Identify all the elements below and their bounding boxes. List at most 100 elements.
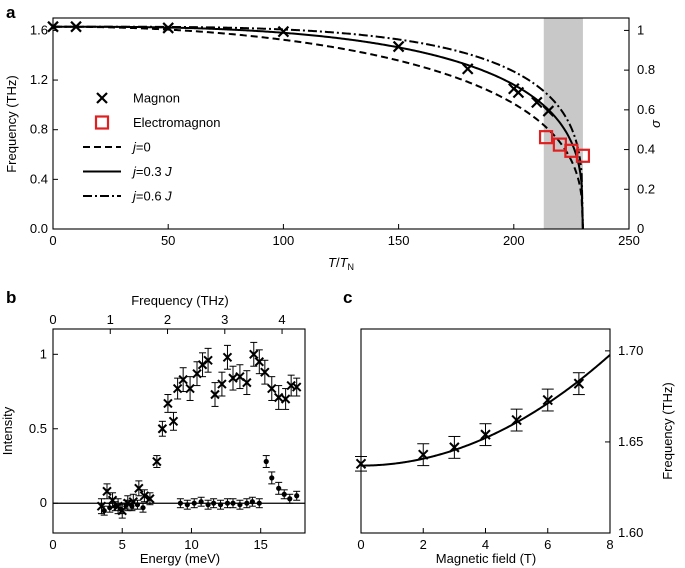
electromagnon-point	[575, 148, 591, 163]
data-points	[96, 341, 302, 519]
x-label-T: T	[328, 255, 337, 270]
magnon-point	[531, 96, 543, 109]
intensity-point-x	[242, 377, 252, 388]
panel-a: 0 50 100 150 200 250 0.0 0.4 0.8 1.2 1.6 0 0.2 0.4 0.6…	[4, 3, 663, 272]
y-axis-label: Frequency (THz)	[4, 75, 19, 173]
intensity-point-x-stroke	[235, 371, 245, 382]
x-label-slash: /	[336, 255, 340, 270]
legend-marker-magnon	[96, 92, 108, 104]
y2-tick-label: 0.2	[637, 181, 655, 196]
legend-italic: j	[131, 164, 137, 179]
x-axis-label: T/TN	[328, 255, 354, 272]
intensity-point-x-stroke	[260, 367, 270, 377]
intensity-point-dot	[294, 493, 300, 499]
y-tick-label: 0.5	[29, 421, 47, 436]
axis-ticks: 0 5 10 15 0 1 2 3 4 0 0.5 1	[29, 312, 286, 552]
intensity-point-x	[273, 392, 284, 403]
field-point-stroke	[480, 429, 491, 440]
intensity-point-dot	[129, 503, 135, 509]
field-point-stroke	[542, 394, 553, 406]
magnon-point	[461, 63, 474, 75]
x-tick-label: 2	[420, 537, 427, 552]
magnon-point	[512, 86, 525, 99]
legend-label: Electromagnon	[133, 115, 220, 130]
legend-label: j=0.6 J	[131, 189, 172, 204]
intensity-point-dot	[211, 500, 217, 506]
intensity-point-x-stroke	[242, 377, 252, 388]
intensity-point-x-stroke	[163, 398, 173, 409]
fit-curve	[360, 354, 611, 467]
intensity-point-x-stroke	[185, 383, 195, 394]
x-label-sub: N	[348, 262, 355, 272]
magnon-point	[162, 22, 174, 34]
y-axis-label: Intensity	[0, 406, 15, 455]
intensity-point-x-stroke	[157, 424, 168, 434]
x-label-T2: T	[340, 255, 349, 270]
intensity-point-x	[217, 379, 227, 389]
x-tick-label: 5	[119, 537, 126, 552]
plot-frame	[52, 17, 630, 230]
legend-italic: j	[131, 140, 137, 155]
magnon-point-stroke	[277, 25, 290, 38]
intensity-point-dot	[256, 500, 262, 506]
intensity-point-dot	[107, 505, 113, 511]
intensity-point-dot	[118, 506, 124, 512]
intensity-point-x	[267, 383, 277, 394]
shaded-region	[543, 18, 583, 229]
model-curves	[53, 25, 584, 230]
magnon-point-stroke	[461, 63, 474, 75]
intensity-point-x-stroke	[192, 368, 202, 379]
y-tick-label: 1.65	[618, 434, 643, 449]
intensity-point-x-stroke	[273, 392, 284, 403]
field-point-stroke	[511, 414, 522, 426]
x-tick-label: 150	[388, 233, 410, 248]
legend-label: Magnon	[133, 91, 180, 106]
intensity-point-dot	[237, 502, 243, 508]
intensity-point-x	[102, 486, 112, 497]
legend-rest: =0.6	[136, 189, 165, 204]
field-point	[418, 449, 429, 460]
intensity-point-dot	[276, 485, 282, 491]
x2-tick-label: 1	[107, 312, 114, 327]
intensity-point-dot	[263, 458, 269, 465]
y2-tick-label: 0.6	[637, 102, 655, 117]
intensity-point-dot	[224, 500, 231, 506]
intensity-point-dot	[177, 500, 183, 506]
intensity-point-x-stroke	[254, 357, 265, 367]
y2-tick-label: 0.4	[637, 142, 655, 157]
intensity-point-x	[178, 374, 188, 385]
field-point-stroke	[449, 442, 460, 453]
magnon-point	[542, 105, 555, 117]
magnon-point	[392, 40, 405, 53]
panel-b: 0 5 10 15 0 1 2 3 4 0 0.5 1 b Intensity Energy (meV…	[0, 288, 306, 566]
x-tick-label: 4	[482, 537, 489, 552]
magnon-point-stroke	[542, 105, 555, 117]
intensity-point-dot	[281, 491, 287, 497]
field-point	[511, 414, 522, 426]
legend-italic: J	[164, 189, 172, 204]
y-axis-label: Frequency (THz)	[660, 382, 675, 480]
legend-italic: J	[164, 164, 172, 179]
intensity-point-x-stroke	[291, 382, 302, 392]
intensity-point-dot	[140, 505, 146, 511]
x-tick-label: 250	[618, 233, 640, 248]
axis-ticks: 0 50 100 150 200 250 0.0 0.4 0.8 1.2 1.6 0 0.2 0.4 0.6…	[30, 22, 655, 248]
intensity-point-x-stroke	[178, 374, 188, 385]
panel-c: 0 2 4 6 8 1.60 1.65 1.70 c Frequency (THz) Magn…	[343, 288, 675, 566]
intensity-point-x	[249, 349, 259, 360]
y-tick-label: 1.60	[618, 525, 643, 540]
x2-tick-label: 0	[49, 312, 56, 327]
intensity-point-x-stroke	[145, 494, 155, 504]
intensity-point-dot	[184, 502, 190, 508]
intensity-point-x-stroke	[249, 349, 259, 360]
intensity-point-x-stroke	[102, 486, 112, 497]
intensity-point-x	[157, 424, 168, 434]
intensity-point-dot	[244, 500, 250, 506]
intensity-point-dot	[217, 502, 224, 508]
intensity-point-x	[203, 355, 213, 365]
intensity-point-dot	[287, 496, 293, 502]
intensity-point-dot	[230, 500, 236, 506]
y-tick-label: 0.8	[30, 122, 48, 137]
y-tick-label: 0	[40, 495, 47, 510]
